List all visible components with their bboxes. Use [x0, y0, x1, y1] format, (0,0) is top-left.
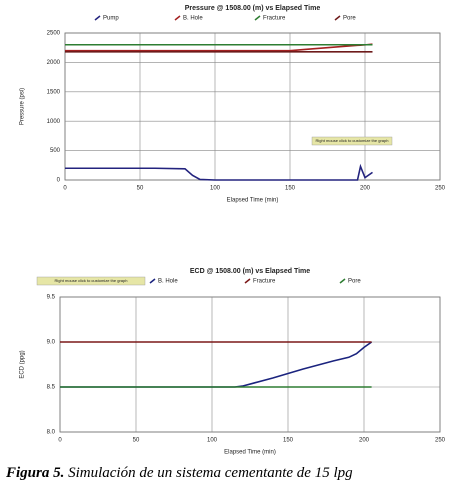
- plot-area: [59, 296, 441, 433]
- y-tick-label: 500: [50, 148, 61, 154]
- y-axis-label: ECD (ppg): [20, 350, 26, 378]
- annotation-box: [36, 276, 146, 286]
- x-tick-label: 200: [359, 438, 370, 444]
- legend-label: B. Hole: [158, 279, 178, 285]
- y-tick-label: 8.0: [47, 430, 56, 436]
- plot-area: [64, 32, 441, 181]
- legend-swatch: [174, 15, 181, 21]
- x-tick-label: 100: [207, 438, 218, 444]
- legend-label: Pore: [348, 279, 361, 285]
- legend-swatch: [334, 15, 341, 21]
- x-axis-label: Elapsed Time (min): [227, 198, 279, 204]
- caption: Figura 5. Simulación de un sistema cemen…: [6, 465, 451, 482]
- x-tick-label: 150: [285, 186, 296, 192]
- x-tick-label: 50: [137, 186, 144, 192]
- caption-label: Figura 5.: [6, 465, 65, 481]
- chart-title: Pressure @ 1508.00 (m) vs Elapsed Time: [185, 5, 321, 12]
- y-tick-label: 2500: [47, 31, 61, 37]
- series-line: [65, 163, 373, 181]
- legend-swatch: [149, 278, 156, 284]
- pressure-chart: Pressure @ 1508.00 (m) vs Elapsed Time 0 5…: [20, 5, 446, 204]
- annotation: Right mouse click to customize the graph: [316, 138, 389, 143]
- y-tick-label: 9.5: [47, 295, 56, 301]
- chart-title: ECD @ 1508.00 (m) vs Elapsed Time: [190, 268, 310, 275]
- x-tick-label: 50: [133, 438, 140, 444]
- x-tick-label: 200: [360, 186, 371, 192]
- x-tick-label: 250: [435, 186, 446, 192]
- annotation-box: [311, 136, 393, 146]
- legend-swatch: [94, 15, 101, 21]
- legend-label: Fracture: [263, 16, 286, 22]
- legend-label: Fracture: [253, 279, 276, 285]
- legend-swatch: [254, 15, 261, 21]
- y-tick-label: 2000: [47, 60, 61, 66]
- x-tick-label: 250: [435, 438, 446, 444]
- y-tick-label: 8.5: [47, 385, 56, 391]
- x-tick-label: 0: [63, 186, 67, 192]
- x-tick-label: 100: [210, 186, 221, 192]
- caption-text: Simulación de un sistema cementante de 1…: [68, 465, 353, 481]
- ecd-chart: ECD @ 1508.00 (m) vs Elapsed Time 8.0 8.5 9…: [20, 268, 446, 456]
- y-tick-label: 9.0: [47, 340, 56, 346]
- y-axis-label: Pressure (psi): [20, 88, 26, 125]
- x-tick-label: 150: [283, 438, 294, 444]
- legend-label: B. Hole: [183, 16, 203, 22]
- x-tick-label: 0: [58, 438, 62, 444]
- x-axis-label: Elapsed Time (min): [224, 450, 276, 456]
- legend-label: Pore: [343, 16, 356, 22]
- legend-swatch: [339, 278, 346, 284]
- y-tick-label: 1000: [47, 119, 61, 125]
- y-tick-label: 0: [57, 178, 61, 184]
- legend-swatch: [244, 278, 251, 284]
- legend-label: Pump: [103, 16, 119, 22]
- y-tick-label: 1500: [47, 89, 61, 95]
- annotation: Right mouse click to customize the graph: [55, 278, 128, 283]
